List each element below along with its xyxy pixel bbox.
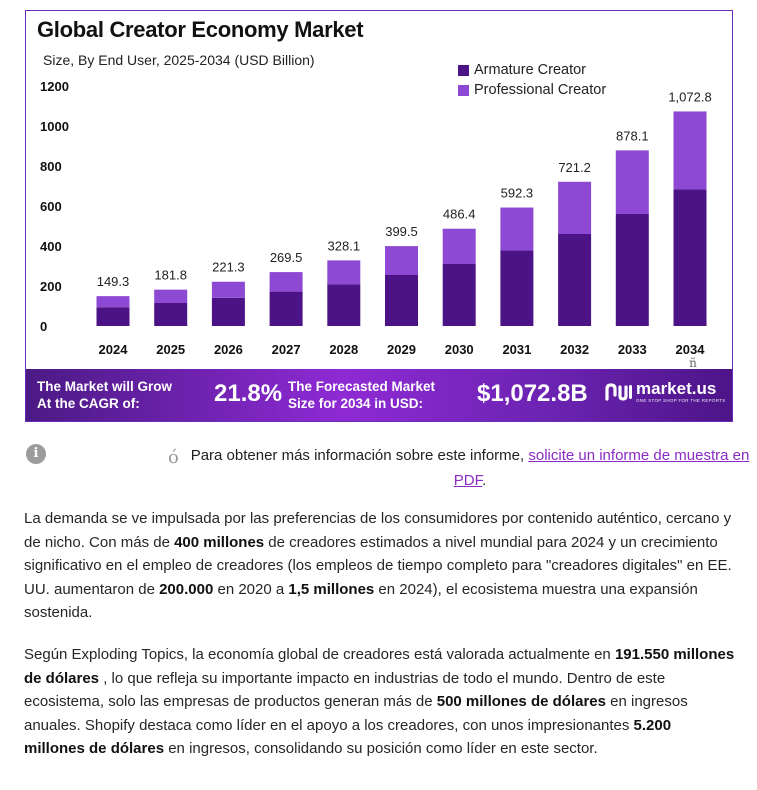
bar-armature <box>615 214 649 326</box>
x-tick-label: 2033 <box>618 342 647 357</box>
bar-armature <box>500 250 534 326</box>
y-tick-label: 1000 <box>40 119 69 134</box>
p1-text-2: de creadores estimados a nivel mundial p… <box>24 533 732 598</box>
p1-text-4: en 2024), el ecosistema muestra una expa… <box>24 580 698 622</box>
legend-label-professional: Professional Creator <box>474 82 607 98</box>
p1-bold-3: 1,5 millones <box>288 580 375 598</box>
x-tick-label: 2024 <box>99 342 129 357</box>
p2-bold-1: 191.550 millones de dólares <box>24 646 735 687</box>
bar-armature <box>673 189 707 326</box>
brand-name: market.us <box>636 379 717 398</box>
bar-total-label: 269.5 <box>270 250 303 265</box>
bar-professional <box>500 207 534 251</box>
cagr-banner: The Market will Grow At the CAGR of: 21.… <box>26 369 732 421</box>
legend-swatch-armature <box>458 64 469 76</box>
info-line: Para obtener más información sobre este … <box>190 443 750 493</box>
bar-professional <box>96 296 130 308</box>
legend-item-armature: Armature Creator <box>458 60 606 80</box>
bar-armature <box>327 284 361 326</box>
y-tick-label: 1200 <box>40 79 69 94</box>
stray-mark: ñ <box>689 356 697 369</box>
info-text: Para obtener más información sobre este … <box>190 447 529 464</box>
p1-text-3: en 2020 a <box>213 580 289 598</box>
bar-professional <box>615 150 649 214</box>
bar-total-label: 149.3 <box>97 274 130 289</box>
x-tick-label: 2026 <box>214 342 243 357</box>
p2-text-4: en ingresos, consolidando su posición co… <box>164 740 598 757</box>
bar-armature <box>154 303 188 326</box>
p2-text-2: , lo que refleja su importante impacto e… <box>24 669 666 711</box>
legend-swatch-professional <box>458 84 469 96</box>
p2-bold-3: 5.200 millones de dólares <box>24 716 672 758</box>
bar-total-label: 1,072.8 <box>668 89 711 104</box>
cagr-label: The Market will Grow At the CAGR of: <box>37 379 173 411</box>
bar-total-label: 328.1 <box>328 238 361 253</box>
bar-total-label: 878.1 <box>616 128 649 143</box>
bar-armature <box>558 234 592 326</box>
x-tick-label: 2030 <box>445 342 474 357</box>
forecast-label: The Forecasted Market Size for 2034 in U… <box>288 379 436 411</box>
legend-item-professional: Professional Creator <box>458 80 606 100</box>
y-tick-label: 600 <box>40 199 62 214</box>
paragraph-demand: La demanda se ve impulsada por las prefe… <box>24 507 736 625</box>
sample-pdf-link[interactable]: solicite un informe de muestra en PDF <box>453 447 750 489</box>
x-tick-label: 2028 <box>329 342 358 357</box>
chart-title: Global Creator Economy Market <box>37 17 364 42</box>
bar-chart: 0 200 400 600 800 1000 1200 149.3 2024 181.8 2025 2… <box>40 79 712 369</box>
x-tick-label: 2025 <box>156 342 185 357</box>
brand-logo: market.us ONE STOP SHOP FOR THE REPORTS <box>604 380 726 404</box>
brand-tagline: ONE STOP SHOP FOR THE REPORTS <box>636 398 726 403</box>
bar-professional <box>385 246 418 275</box>
y-tick-label: 0 <box>40 319 47 334</box>
paragraph-valuation: Según Exploding Topics, la economía glob… <box>24 643 736 761</box>
bar-total-label: 592.3 <box>501 186 534 201</box>
bar-professional <box>558 181 592 234</box>
bar-armature <box>211 297 245 326</box>
p2-text-1: Según Exploding Topics, la economía glob… <box>24 646 615 663</box>
bar-professional <box>673 111 707 190</box>
y-tick-label: 800 <box>40 159 62 174</box>
x-tick-label: 2031 <box>502 342 531 357</box>
y-tick-label: 200 <box>40 279 62 294</box>
stray-character: ó <box>168 447 179 468</box>
p1-bold-2: 200.000 <box>159 580 214 598</box>
info-text-end: . <box>482 472 487 489</box>
bar-total-label: 721.2 <box>558 160 591 175</box>
p1-text-1: La demanda se ve impulsada por las prefe… <box>24 510 732 551</box>
chart-subtitle: Size, By End User, 2025-2034 (USD Billio… <box>43 52 315 68</box>
x-tick-label: 2027 <box>272 342 301 357</box>
chart-legend: Armature Creator Professional Creator <box>458 60 606 100</box>
x-tick-label: 2032 <box>560 342 589 357</box>
bar-professional <box>442 228 476 264</box>
bar-total-label: 399.5 <box>385 224 418 239</box>
y-tick-label: 400 <box>40 239 62 254</box>
bar-total-label: 221.3 <box>212 260 245 275</box>
bar-total-label: 181.8 <box>154 268 187 283</box>
chart-card: Global Creator Economy Market Size, By E… <box>25 10 733 422</box>
market-us-logo-icon <box>605 383 632 401</box>
p1-bold-1: 400 millones <box>174 533 265 551</box>
bar-total-label: 486.4 <box>443 207 476 222</box>
forecast-value: $1,072.8B <box>477 380 588 407</box>
bar-professional <box>154 289 188 303</box>
x-tick-label: 2029 <box>387 342 416 357</box>
bar-armature <box>442 264 476 326</box>
cagr-value: 21.8% <box>214 380 283 407</box>
bar-armature <box>385 275 418 326</box>
bar-professional <box>211 281 245 298</box>
info-icon: i <box>26 444 46 464</box>
x-tick-label: 2034 <box>676 342 706 357</box>
bar-professional <box>269 272 303 292</box>
bar-armature <box>269 291 303 326</box>
bar-armature <box>96 307 130 326</box>
p2-bold-2: 500 millones de dólares <box>436 693 606 710</box>
bar-professional <box>327 260 361 285</box>
p2-text-3: en ingresos anuales. Shopify destaca com… <box>24 693 688 734</box>
legend-label-armature: Armature Creator <box>474 62 587 78</box>
